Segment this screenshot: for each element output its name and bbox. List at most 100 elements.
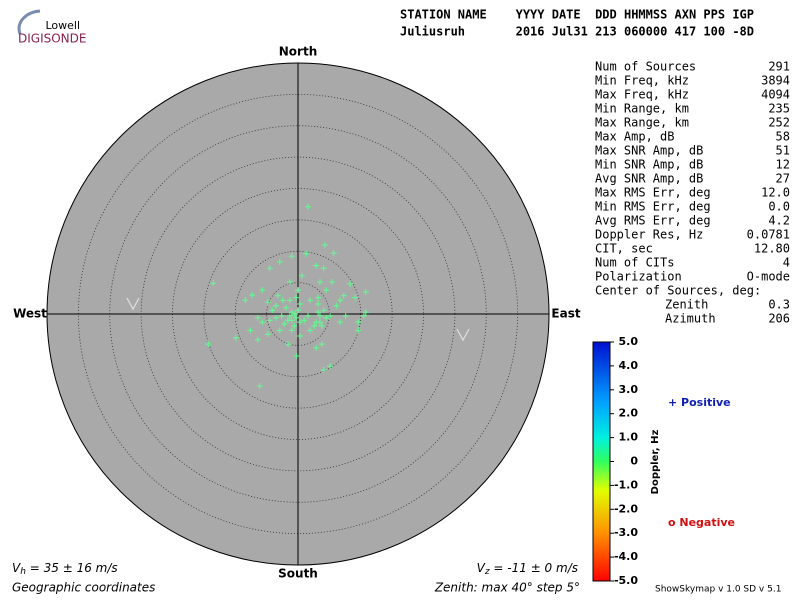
source-point [291, 311, 298, 317]
source-point [311, 322, 318, 329]
source-point [320, 366, 327, 373]
stat-label: Doppler Res, Hz [595, 228, 703, 242]
source-point [320, 265, 327, 272]
stat-label: Max Freq, kHz [595, 88, 689, 102]
source-point [360, 312, 367, 319]
source-point [276, 258, 283, 265]
source-point [355, 327, 362, 334]
logo-top: Lowell [45, 19, 80, 32]
source-point [259, 287, 266, 294]
source-point [306, 327, 313, 334]
footer-version: ShowSkymap v 1.0 SD v 5.1 [655, 585, 781, 595]
source-point [352, 294, 359, 301]
source-point [362, 289, 369, 296]
footer-zenith: Zenith: max 40° step 5° [434, 581, 580, 595]
source-point [286, 312, 293, 319]
stat-value: 12.80 [754, 242, 790, 256]
source-point [232, 334, 239, 341]
source-point [284, 341, 291, 348]
stat-label: Max SNR Amp, dB [595, 144, 703, 158]
source-point [330, 250, 337, 257]
colorbar-tick-label: -5.0 [614, 574, 638, 587]
source-point [259, 319, 266, 326]
stat-value: 12.0 [761, 186, 790, 200]
source-point [256, 383, 263, 390]
vz-label: Vz = -11 ± 0 m/s [477, 561, 578, 577]
colorbar-tick-label: -4.0 [614, 550, 638, 563]
stat-label: Min Freq, kHz [595, 74, 689, 88]
stat-value: 4.2 [768, 214, 790, 228]
source-point [269, 307, 276, 314]
source-point [295, 287, 301, 294]
stat-value: O-mode [747, 270, 790, 284]
colorbar-scale [592, 341, 611, 582]
source-point [281, 321, 288, 328]
source-point [305, 312, 312, 319]
source-point [266, 317, 273, 324]
colorbar-label: Doppler, Hz [650, 430, 661, 495]
stat-label: Max Range, km [595, 116, 689, 130]
stat-value: 27 [776, 172, 790, 186]
stat-label: Avg RMS Err, deg [595, 214, 711, 228]
source-point [283, 304, 290, 311]
stat-label: Min Range, km [595, 102, 689, 116]
source-point [333, 302, 340, 309]
stat-label: Center of Sources, deg: [595, 284, 761, 298]
stat-value: 58 [776, 130, 790, 144]
source-point [318, 322, 325, 329]
direction-label: West [13, 307, 47, 321]
source-point [340, 292, 347, 299]
source-point [286, 278, 293, 285]
source-point [313, 344, 320, 351]
source-point [273, 302, 280, 309]
stat-value: 235 [768, 102, 790, 116]
source-point [242, 297, 249, 304]
source-point [316, 278, 323, 285]
source-point [205, 341, 212, 348]
source-point [249, 292, 256, 299]
colorbar-tick-label: 4.0 [619, 359, 639, 372]
source-point [315, 294, 322, 301]
colorbar-tick-label: 0 [630, 455, 638, 468]
source-point [298, 272, 305, 279]
source-point [342, 312, 349, 319]
header-line: Juliusruh 2016 Jul31 213 060000 417 100 … [400, 25, 754, 39]
source-point [323, 287, 330, 294]
colorbar-tick-label: 3.0 [619, 383, 639, 396]
colorbar-tick-label: -1.0 [614, 478, 638, 491]
source-point [254, 314, 261, 321]
stat-label: Avg SNR Amp, dB [595, 172, 703, 186]
source-point [288, 309, 295, 316]
source-point [291, 322, 298, 329]
velocity-marker [456, 328, 470, 342]
colorbar-tick-label: 2.0 [619, 407, 639, 420]
stat-value: 4094 [761, 88, 790, 102]
source-point [337, 297, 344, 304]
source-point [355, 319, 362, 326]
stat-label: Num of CITs [595, 256, 674, 270]
stat-label: Min SNR Amp, dB [595, 158, 703, 172]
stat-value: 51 [776, 144, 790, 158]
source-point [337, 319, 344, 326]
source-point [247, 327, 254, 334]
colorbar: 5.0 4.0 3.0 2.0 1.0 0 -1.0 -2.0 -3.0 -4.0 -5.0 [592, 335, 639, 587]
stat-label: Max Amp, dB [595, 130, 674, 144]
logo-bottom: DIGISONDE [18, 32, 86, 46]
skymap-plot [46, 62, 550, 566]
colorbar-tick-label: 5.0 [619, 335, 639, 348]
source-point [323, 314, 330, 321]
colorbar-tick-label: 1.0 [619, 431, 639, 444]
source-point [293, 314, 300, 321]
source-point [313, 262, 320, 269]
source-point [295, 307, 301, 314]
stat-label: Num of Sources [595, 60, 696, 74]
source-point [273, 314, 280, 321]
stat-label: Zenith [665, 298, 708, 312]
source-point [296, 332, 303, 339]
velocity-marker [126, 297, 140, 311]
source-point [318, 341, 325, 348]
vh-label: Vh = 35 ± 16 m/s [12, 561, 118, 577]
source-point [288, 327, 295, 334]
source-point [274, 292, 281, 299]
source-point [303, 250, 310, 257]
